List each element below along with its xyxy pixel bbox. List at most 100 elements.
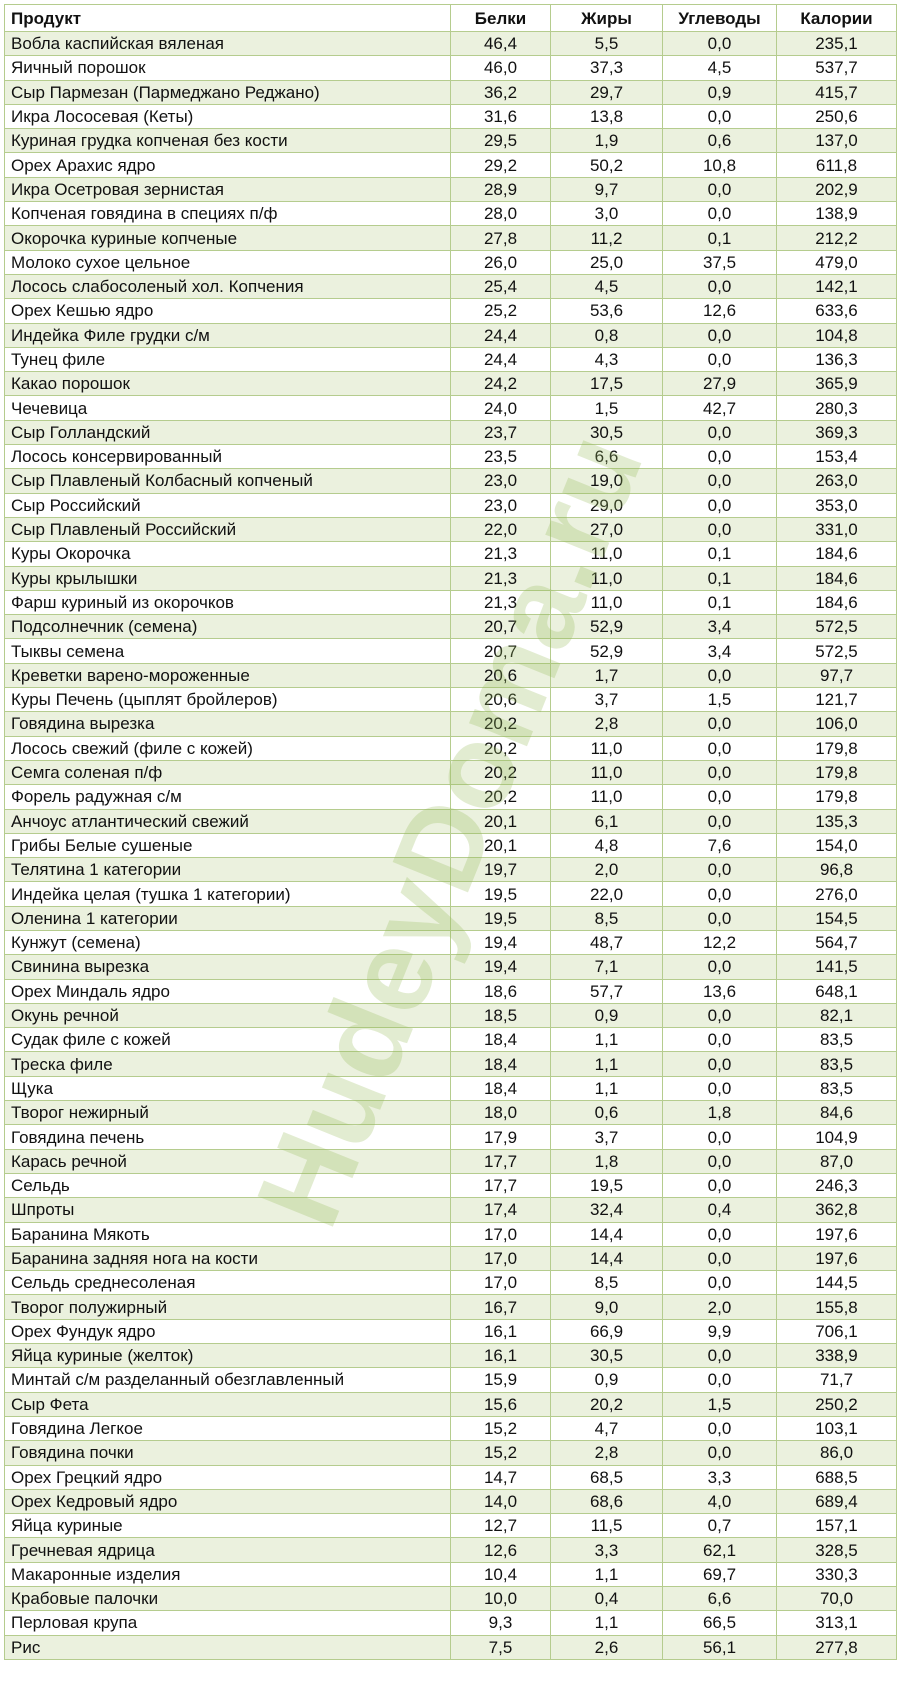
value-cell: 17,9: [450, 1124, 551, 1150]
product-cell: Лосось консервированный: [4, 444, 451, 470]
value-cell: 564,7: [776, 929, 897, 956]
value-cell: 24,0: [450, 395, 551, 421]
value-cell: 11,0: [550, 565, 663, 591]
product-cell: Баранина задняя нога на кости: [4, 1245, 451, 1272]
value-cell: 15,2: [450, 1440, 551, 1466]
value-cell: 235,1: [776, 30, 897, 57]
value-cell: 6,6: [662, 1585, 777, 1612]
table-row: Кунжут (семена) 19,4 48,7 12,2 564,7: [4, 929, 897, 956]
value-cell: 20,2: [450, 735, 551, 761]
value-cell: 17,5: [550, 371, 663, 397]
value-cell: 3,7: [550, 687, 663, 713]
value-cell: 20,1: [450, 832, 551, 859]
table-row: Тунец филе 24,4 4,3 0,0 136,3: [4, 346, 897, 373]
product-cell: Куры Печень (цыплят бройлеров): [4, 687, 451, 713]
value-cell: 23,7: [450, 419, 551, 446]
table-row: Куры Окорочка 21,3 11,0 0,1 184,6: [4, 541, 897, 567]
value-cell: 20,7: [450, 638, 551, 664]
value-cell: 2,0: [550, 857, 663, 883]
table-row: Чечевица 24,0 1,5 42,7 280,3: [4, 395, 897, 421]
value-cell: 0,0: [662, 103, 777, 130]
value-cell: 25,2: [450, 298, 551, 324]
table-row: Лосось слабосоленый хол. Копчения 25,4 4,5…: [4, 273, 897, 300]
product-cell: Судак филе с кожей: [4, 1027, 451, 1053]
value-cell: 0,0: [662, 954, 777, 980]
value-cell: 250,6: [776, 103, 897, 130]
value-cell: 14,7: [450, 1464, 551, 1490]
value-cell: 154,0: [776, 832, 897, 859]
product-cell: Копченая говядина в специях п/ф: [4, 201, 451, 227]
value-cell: 4,3: [550, 346, 663, 373]
table-row: Лосось свежий (филе с кожей) 20,2 11,0 0,0 1…: [4, 735, 897, 761]
value-cell: 15,2: [450, 1415, 551, 1442]
value-cell: 11,0: [550, 759, 663, 786]
value-cell: 104,8: [776, 322, 897, 348]
value-cell: 179,8: [776, 735, 897, 761]
product-cell: Творог нежирный: [4, 1100, 451, 1126]
value-cell: 21,3: [450, 541, 551, 567]
value-cell: 611,8: [776, 152, 897, 178]
value-cell: 1,5: [662, 687, 777, 713]
value-cell: 0,0: [662, 176, 777, 203]
value-cell: 0,0: [662, 1270, 777, 1296]
value-cell: 18,5: [450, 1002, 551, 1029]
value-cell: 16,1: [450, 1343, 551, 1369]
table-row: Говядина Легкое 15,2 4,7 0,0 103,1: [4, 1415, 897, 1442]
product-cell: Орех Кедровый ядро: [4, 1488, 451, 1515]
value-cell: 20,7: [450, 614, 551, 640]
product-cell: Орех Кешью ядро: [4, 298, 451, 324]
value-cell: 68,5: [550, 1464, 663, 1490]
value-cell: 12,6: [662, 298, 777, 324]
product-cell: Креветки варено-мороженные: [4, 662, 451, 689]
header-row: Продукт Белки Жиры Углеводы Калории: [4, 4, 897, 32]
product-cell: Сыр Голландский: [4, 419, 451, 446]
product-cell: Грибы Белые сушеные: [4, 832, 451, 859]
value-cell: 46,4: [450, 30, 551, 57]
value-cell: 27,8: [450, 225, 551, 251]
value-cell: 10,8: [662, 152, 777, 178]
table-row: Сельдь среднесоленая 17,0 8,5 0,0 144,5: [4, 1270, 897, 1296]
product-cell: Куры Окорочка: [4, 541, 451, 567]
value-cell: 52,9: [550, 614, 663, 640]
table-row: Сельдь 17,7 19,5 0,0 246,3: [4, 1172, 897, 1199]
value-cell: 21,3: [450, 565, 551, 591]
value-cell: 0,0: [662, 1221, 777, 1247]
value-cell: 104,9: [776, 1124, 897, 1150]
value-cell: 136,3: [776, 346, 897, 373]
value-cell: 17,0: [450, 1221, 551, 1247]
value-cell: 96,8: [776, 857, 897, 883]
value-cell: 28,9: [450, 176, 551, 203]
value-cell: 25,4: [450, 273, 551, 300]
product-cell: Чечевица: [4, 395, 451, 421]
value-cell: 83,5: [776, 1027, 897, 1053]
product-cell: Сыр Пармезан (Пармеджано Реджано): [4, 79, 451, 105]
table-row: Форель радужная с/м 20,2 11,0 0,0 179,8: [4, 784, 897, 810]
value-cell: 1,1: [550, 1027, 663, 1053]
value-cell: 0,0: [662, 419, 777, 446]
value-cell: 82,1: [776, 1002, 897, 1029]
value-cell: 11,0: [550, 784, 663, 810]
value-cell: 0,1: [662, 225, 777, 251]
value-cell: 0,0: [662, 346, 777, 373]
value-cell: 17,4: [450, 1197, 551, 1223]
value-cell: 1,8: [662, 1100, 777, 1126]
value-cell: 106,0: [776, 711, 897, 737]
table-row: Орех Грецкий ядро 14,7 68,5 3,3 688,5: [4, 1464, 897, 1490]
value-cell: 9,3: [450, 1610, 551, 1636]
product-cell: Кунжут (семена): [4, 929, 451, 956]
value-cell: 1,1: [550, 1561, 663, 1588]
value-cell: 46,0: [450, 55, 551, 81]
value-cell: 10,0: [450, 1585, 551, 1612]
value-cell: 20,1: [450, 808, 551, 834]
value-cell: 4,0: [662, 1488, 777, 1515]
header-cell: Углеводы: [662, 4, 777, 32]
table-row: Карась речной 17,7 1,8 0,0 87,0: [4, 1148, 897, 1174]
product-cell: Шпроты: [4, 1197, 451, 1223]
value-cell: 0,0: [662, 1051, 777, 1077]
table-row: Оленина 1 категории 19,5 8,5 0,0 154,5: [4, 905, 897, 931]
product-cell: Какао порошок: [4, 371, 451, 397]
value-cell: 103,1: [776, 1415, 897, 1442]
value-cell: 18,4: [450, 1075, 551, 1102]
table-body: Вобла каспийская вяленая 46,4 5,5 0,0 235,1 Я…: [4, 30, 897, 1660]
